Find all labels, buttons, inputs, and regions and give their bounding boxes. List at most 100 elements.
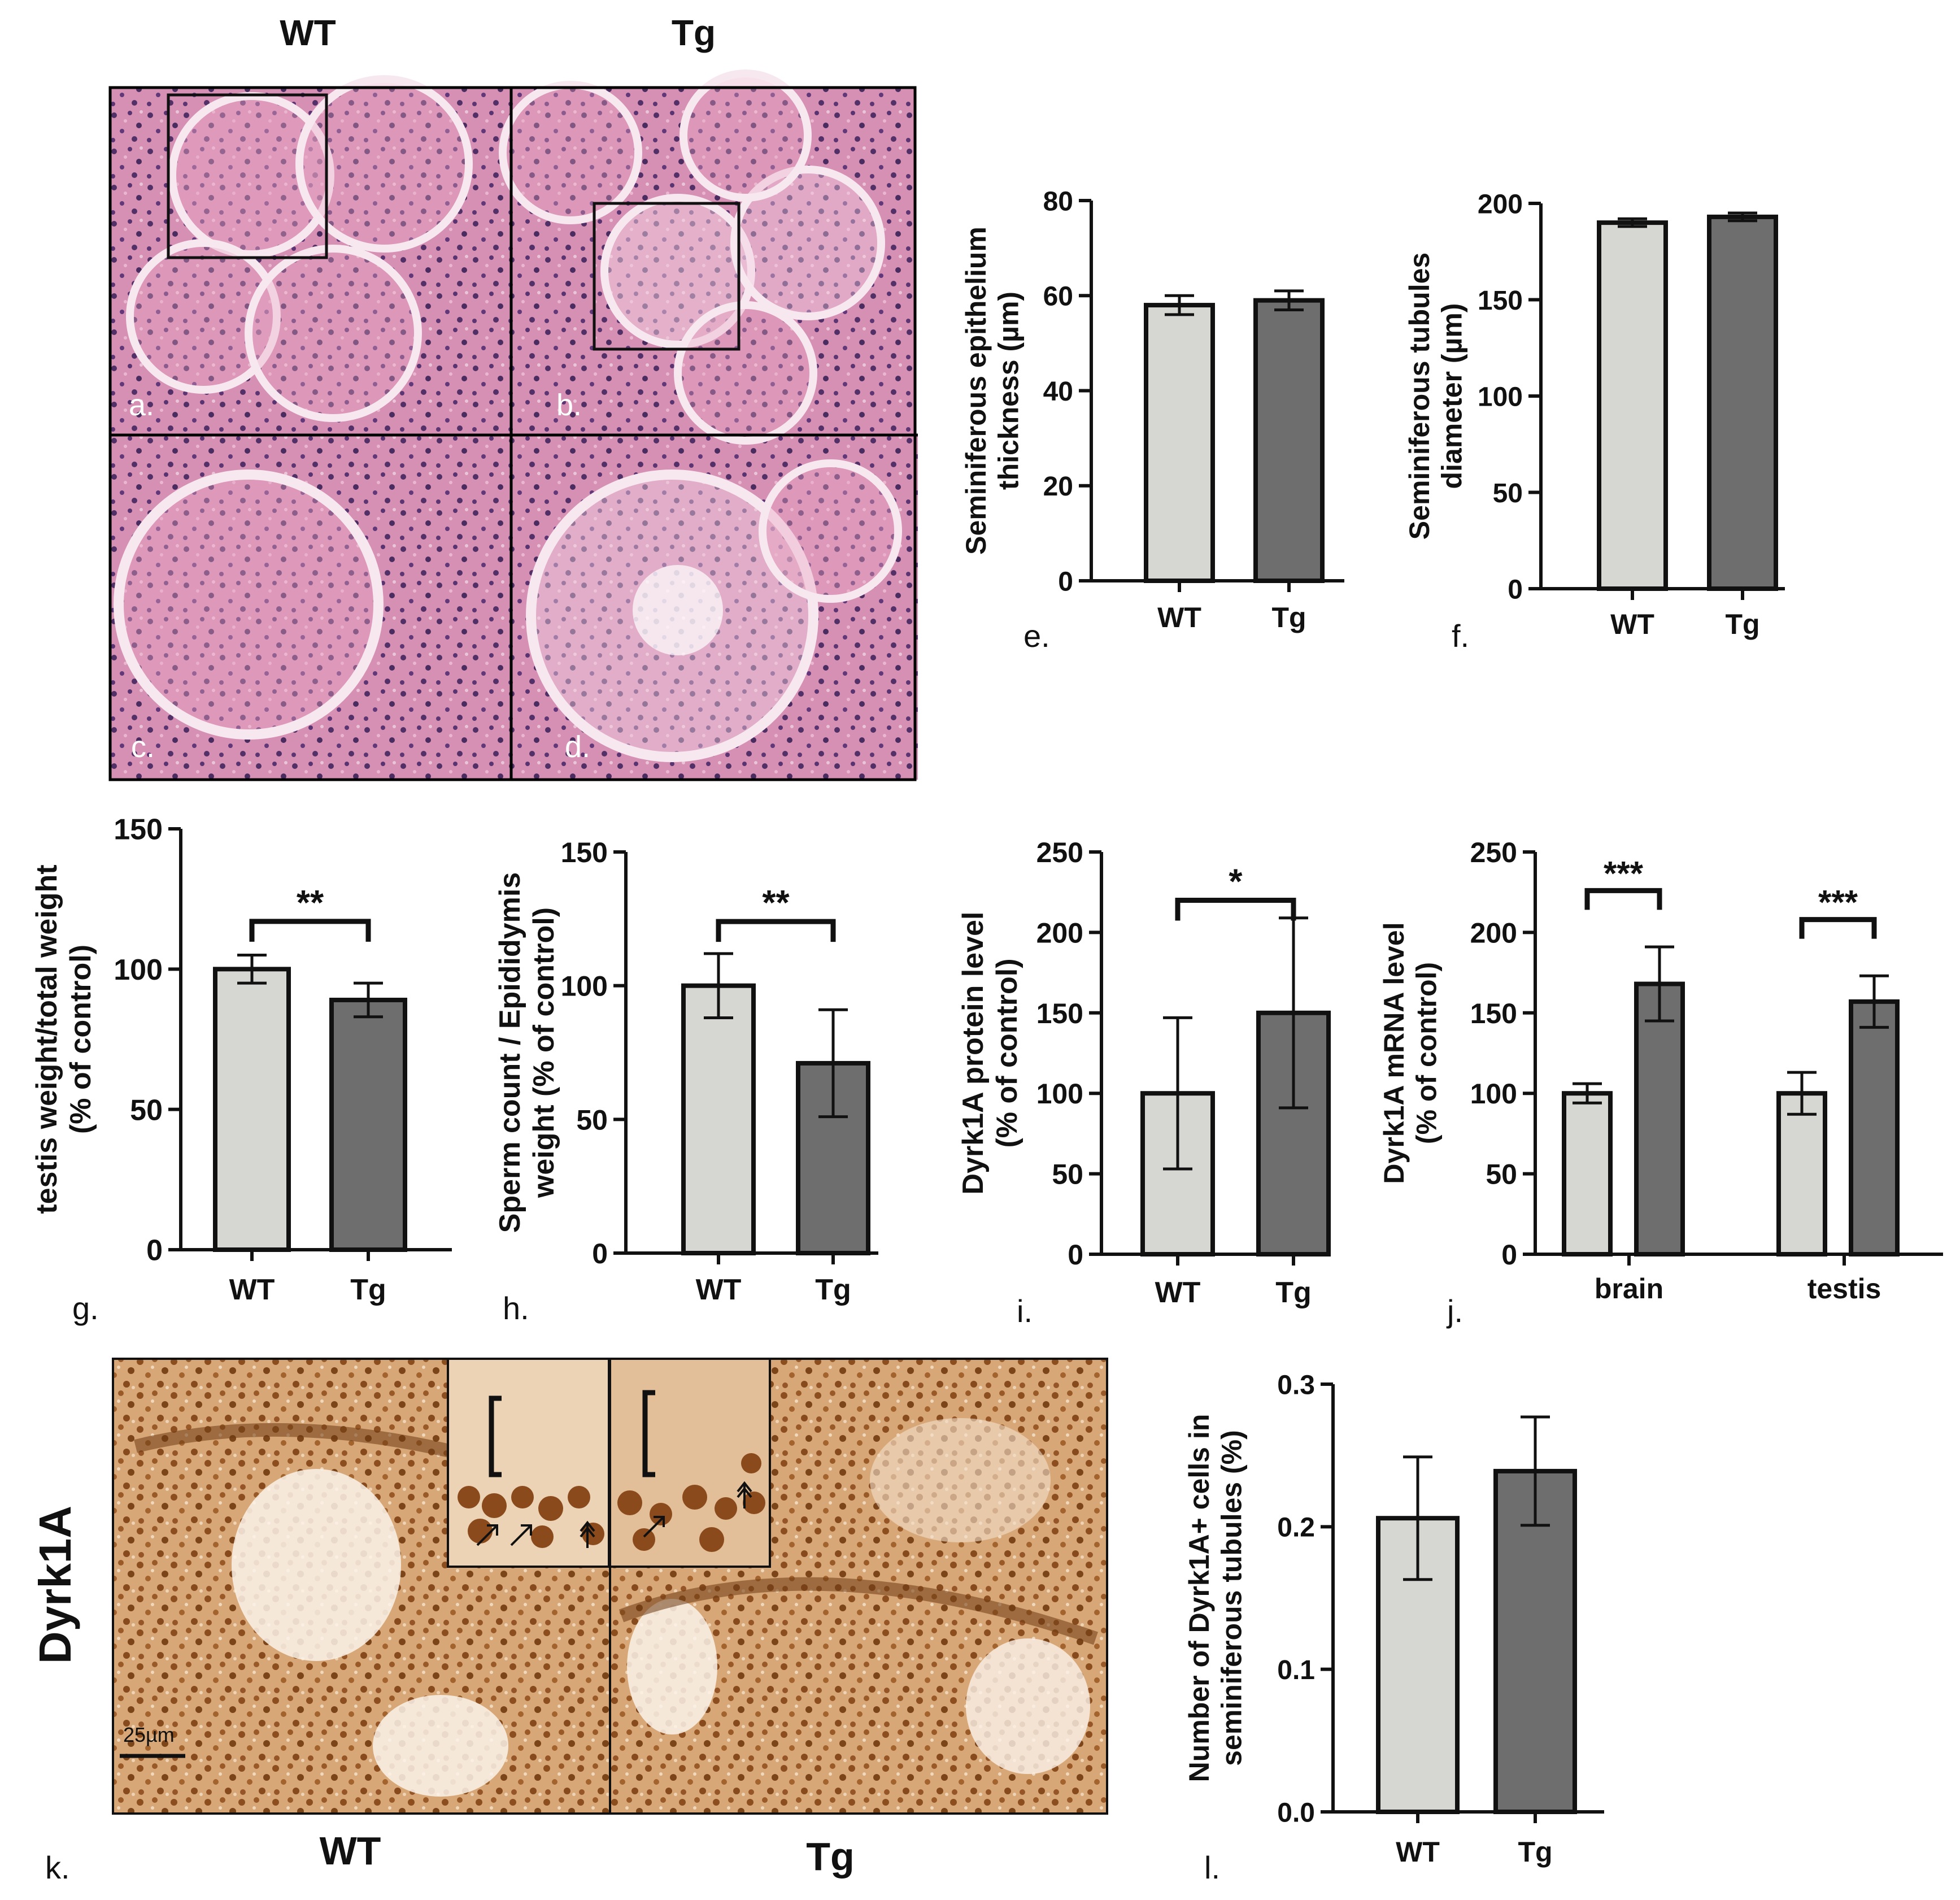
y-axis-label: Dyrk1A protein level xyxy=(957,912,990,1195)
x-tick-label: WT xyxy=(1155,1276,1201,1309)
x-tick-label: brain xyxy=(1595,1273,1663,1305)
y-tick-label: 40 xyxy=(1043,377,1073,407)
y-tick-label: 250 xyxy=(1036,837,1083,868)
x-tick-label: Tg xyxy=(1275,1276,1312,1309)
bar xyxy=(215,969,289,1250)
x-tick-label: WT xyxy=(1610,608,1654,640)
y-tick-label: 50 xyxy=(1052,1159,1083,1190)
y-tick-label: 0 xyxy=(1508,575,1523,605)
significance-label: ** xyxy=(762,884,790,923)
scale-bar-label: 25µm xyxy=(123,1723,175,1746)
panel-letter-b: b. xyxy=(556,388,582,422)
y-tick-label: 0 xyxy=(1068,1239,1083,1271)
ihc-label-wt: WT xyxy=(320,1829,381,1873)
bar xyxy=(1146,305,1213,581)
y-axis-label: Dyrk1A mRNA level xyxy=(1378,922,1410,1184)
x-tick-label: Tg xyxy=(1518,1836,1552,1868)
y-tick-label: 150 xyxy=(1470,998,1517,1029)
y-tick-label: 200 xyxy=(1478,189,1523,219)
chart-e: 0 20 40 60 80 Seminiferous epithelium thicknes… xyxy=(960,186,1344,633)
y-tick-label: 100 xyxy=(1036,1078,1083,1110)
y-axis-label: Sperm count / Epididymis xyxy=(494,872,526,1233)
y-tick-label: 150 xyxy=(1478,286,1523,316)
chart-g: 0 50 100 150 testis weight/total weight (% of… xyxy=(31,814,452,1306)
x-tick-label: Tg xyxy=(1725,608,1759,640)
y-tick-label: 0 xyxy=(146,1234,163,1267)
panel-letter-c: c. xyxy=(131,730,155,764)
significance-bracket xyxy=(1178,900,1293,920)
panel-letter-i: i. xyxy=(1017,1293,1033,1329)
bar xyxy=(1779,1093,1825,1254)
bar xyxy=(1636,984,1683,1254)
chart-f: 050100150200Seminiferous tubules diameter… xyxy=(1404,189,1785,640)
y-tick-label: 150 xyxy=(114,814,163,846)
x-tick-label: Tg xyxy=(815,1273,851,1306)
y-tick-label: 0.2 xyxy=(1277,1513,1315,1543)
y-tick-label: 50 xyxy=(1486,1159,1517,1190)
y-axis-label: testis weight/total weight xyxy=(31,864,63,1214)
bar xyxy=(1599,223,1666,589)
y-axis-label: seminiferous tubules (%) xyxy=(1216,1430,1248,1766)
y-axis-label: thickness (µm) xyxy=(993,292,1025,490)
x-tick-label: WT xyxy=(1396,1836,1440,1868)
y-axis-label: weight (% of control) xyxy=(528,907,560,1198)
y-axis-label: (% of control) xyxy=(1411,962,1443,1144)
significance-bracket xyxy=(252,921,368,942)
significance-label: ** xyxy=(297,884,324,923)
bar xyxy=(332,1000,405,1250)
panel-letter-j: j. xyxy=(1446,1293,1463,1329)
y-tick-label: 200 xyxy=(1470,917,1517,949)
panel-letter-d: d. xyxy=(565,730,590,764)
y-tick-label: 100 xyxy=(561,971,608,1002)
chart-j: 0 50 100 150 200 250 Dyrk1A mRNA level (% of co… xyxy=(1378,837,1943,1305)
y-axis-label: Number of Dyrk1A+ cells in xyxy=(1183,1414,1215,1782)
chart-h: 0 50 100 150 Sperm count / Epididymis weight … xyxy=(494,837,878,1306)
panel-letter-h: h. xyxy=(503,1290,529,1326)
y-axis-label: (% of control) xyxy=(991,958,1023,1147)
he-micrograph-grid: a. b. c. d. xyxy=(110,73,918,780)
y-tick-label: 100 xyxy=(114,954,163,986)
y-tick-label: 0 xyxy=(1058,567,1073,597)
header-tg: Tg xyxy=(672,12,716,53)
y-tick-label: 100 xyxy=(1478,382,1523,412)
y-tick-label: 0 xyxy=(592,1238,608,1269)
y-tick-label: 60 xyxy=(1043,282,1073,312)
significance-bracket xyxy=(718,921,833,942)
y-axis-label: (% of control) xyxy=(64,945,97,1134)
bar xyxy=(1564,1093,1610,1254)
y-axis-label: Seminiferous tubules xyxy=(1404,253,1435,540)
y-axis-label: Seminiferous epithelium xyxy=(960,227,992,555)
y-tick-label: 0.3 xyxy=(1277,1370,1315,1400)
bar xyxy=(1851,1002,1897,1254)
y-tick-label: 50 xyxy=(130,1094,163,1127)
x-tick-label: Tg xyxy=(1271,602,1306,633)
y-tick-label: 0.0 xyxy=(1277,1798,1315,1828)
x-tick-label: Tg xyxy=(350,1273,386,1306)
chart-i: 0 50 100 150 200 250 Dyrk1A protein level (% of… xyxy=(957,837,1329,1309)
significance-label: *** xyxy=(1604,854,1644,892)
y-tick-label: 80 xyxy=(1043,186,1073,216)
y-tick-label: 100 xyxy=(1470,1078,1517,1110)
y-tick-label: 20 xyxy=(1043,472,1073,502)
header-wt: WT xyxy=(280,12,336,53)
bar xyxy=(1256,301,1322,581)
bar xyxy=(1709,217,1776,589)
panel-letter-a: a. xyxy=(129,388,154,422)
significance-label: * xyxy=(1229,862,1243,901)
ihc-panel-k: 25µm Dyrk1A WT Tg xyxy=(30,1359,1107,1879)
x-tick-label: testis xyxy=(1807,1273,1881,1305)
y-tick-label: 0.1 xyxy=(1277,1655,1315,1685)
panel-letter-e: e. xyxy=(1023,618,1050,654)
x-tick-label: WT xyxy=(696,1273,742,1306)
significance-label: *** xyxy=(1818,884,1858,921)
panel-letter-f: f. xyxy=(1452,618,1469,654)
y-tick-label: 0 xyxy=(1501,1239,1517,1271)
y-tick-label: 250 xyxy=(1470,837,1517,868)
x-tick-label: WT xyxy=(1157,602,1201,633)
stain-label: Dyrk1A xyxy=(30,1506,80,1664)
y-tick-label: 50 xyxy=(576,1104,608,1136)
y-tick-label: 150 xyxy=(1036,998,1083,1029)
panel-letter-l: l. xyxy=(1204,1850,1220,1885)
panel-letter-g: g. xyxy=(72,1290,99,1326)
